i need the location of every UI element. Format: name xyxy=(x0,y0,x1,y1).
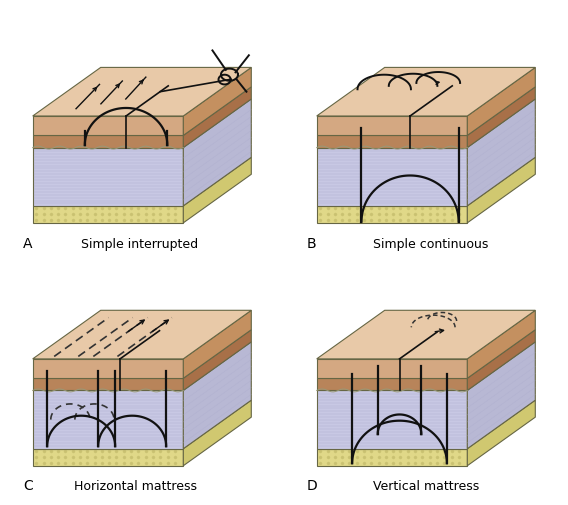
Polygon shape xyxy=(317,311,535,359)
Polygon shape xyxy=(33,359,183,379)
Polygon shape xyxy=(33,311,251,359)
Polygon shape xyxy=(317,207,467,223)
Polygon shape xyxy=(33,207,183,223)
Polygon shape xyxy=(183,342,251,449)
Polygon shape xyxy=(317,68,535,117)
Polygon shape xyxy=(467,311,535,379)
Polygon shape xyxy=(183,88,251,148)
Text: C: C xyxy=(23,479,33,492)
Polygon shape xyxy=(33,379,183,391)
Polygon shape xyxy=(317,148,467,207)
Text: B: B xyxy=(307,236,316,250)
Polygon shape xyxy=(183,330,251,391)
Text: Vertical mattress: Vertical mattress xyxy=(373,480,479,492)
Polygon shape xyxy=(183,158,251,223)
Polygon shape xyxy=(467,68,535,136)
Text: D: D xyxy=(307,479,318,492)
Polygon shape xyxy=(33,148,183,207)
Polygon shape xyxy=(467,88,535,148)
Polygon shape xyxy=(33,449,183,466)
Polygon shape xyxy=(33,68,251,117)
Polygon shape xyxy=(467,400,535,466)
Polygon shape xyxy=(467,342,535,449)
Polygon shape xyxy=(33,136,183,148)
Polygon shape xyxy=(33,117,183,136)
Polygon shape xyxy=(33,391,183,449)
Text: Simple interrupted: Simple interrupted xyxy=(81,237,198,250)
Polygon shape xyxy=(317,379,467,391)
Polygon shape xyxy=(467,330,535,391)
Polygon shape xyxy=(317,449,467,466)
Polygon shape xyxy=(183,400,251,466)
Polygon shape xyxy=(183,68,251,136)
Polygon shape xyxy=(317,391,467,449)
Polygon shape xyxy=(183,311,251,379)
Polygon shape xyxy=(467,158,535,223)
Polygon shape xyxy=(317,136,467,148)
Polygon shape xyxy=(317,117,467,136)
Text: Simple continuous: Simple continuous xyxy=(373,237,488,250)
Text: Horizontal mattress: Horizontal mattress xyxy=(74,480,197,492)
Polygon shape xyxy=(183,100,251,207)
Text: A: A xyxy=(23,236,32,250)
Polygon shape xyxy=(317,359,467,379)
Polygon shape xyxy=(467,100,535,207)
